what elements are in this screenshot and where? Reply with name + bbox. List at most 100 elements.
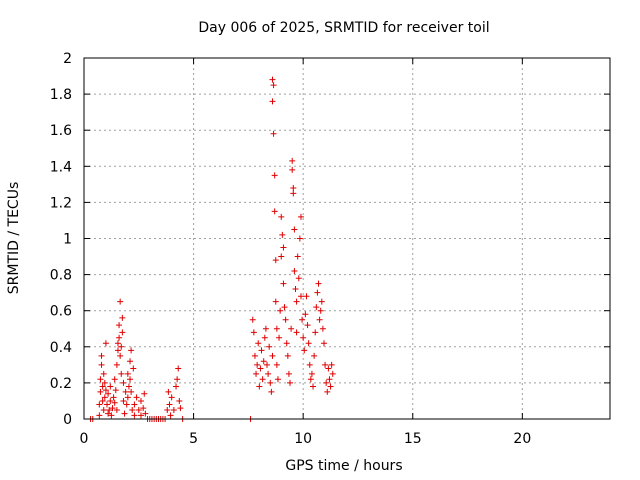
data-point xyxy=(127,376,134,383)
data-point xyxy=(306,361,313,368)
y-axis-label: SRMTID / TECUs xyxy=(6,182,22,295)
data-point xyxy=(272,257,279,264)
data-point xyxy=(265,370,272,377)
data-point xyxy=(280,244,287,251)
data-point xyxy=(283,340,290,347)
data-point xyxy=(302,311,309,318)
y-tick-label: 0 xyxy=(63,412,72,428)
data-point xyxy=(101,379,108,386)
data-point xyxy=(102,387,109,394)
data-point xyxy=(312,329,319,336)
data-point xyxy=(278,253,285,260)
data-point xyxy=(107,397,114,404)
data-point xyxy=(125,383,132,390)
data-point xyxy=(106,406,113,413)
data-point xyxy=(113,361,120,368)
data-point xyxy=(276,334,283,341)
data-point xyxy=(267,379,274,386)
data-point xyxy=(284,352,291,359)
data-point xyxy=(96,412,103,419)
data-point xyxy=(251,352,258,359)
data-point xyxy=(170,406,177,413)
data-point xyxy=(322,361,329,368)
data-point xyxy=(269,76,276,83)
data-point xyxy=(128,347,135,354)
data-point xyxy=(124,394,131,401)
data-point xyxy=(254,361,261,368)
data-point xyxy=(268,388,275,395)
data-point xyxy=(141,390,148,397)
data-point xyxy=(249,316,256,323)
data-point xyxy=(107,383,114,390)
x-tick-label: 15 xyxy=(404,431,422,447)
data-point xyxy=(285,370,292,377)
y-tick-label: 0.6 xyxy=(50,304,72,320)
data-point xyxy=(174,376,181,383)
x-tick-label: 0 xyxy=(80,431,89,447)
data-point xyxy=(176,397,183,404)
data-point xyxy=(99,383,106,390)
data-point xyxy=(280,280,287,287)
y-tick-label: 1.4 xyxy=(50,159,72,175)
data-point xyxy=(296,235,303,242)
data-point xyxy=(100,406,107,413)
data-point xyxy=(256,383,263,390)
data-point xyxy=(116,322,123,329)
data-point xyxy=(128,388,135,395)
y-tick-label: 1.2 xyxy=(50,195,72,211)
data-point xyxy=(100,370,107,377)
data-point xyxy=(262,325,269,332)
data-point xyxy=(271,208,278,215)
x-tick-label: 5 xyxy=(189,431,198,447)
data-point xyxy=(111,376,118,383)
y-tick-label: 1 xyxy=(63,232,72,248)
data-point xyxy=(118,343,125,350)
y-tick-label: 0.2 xyxy=(50,376,72,392)
data-point xyxy=(314,289,321,296)
data-point xyxy=(120,379,127,386)
data-point xyxy=(271,172,278,179)
data-point xyxy=(104,401,111,408)
data-point xyxy=(290,184,297,191)
data-point xyxy=(101,394,108,401)
data-point xyxy=(96,401,103,408)
data-point xyxy=(122,388,129,395)
data-point xyxy=(293,298,300,305)
chart-title: Day 006 of 2025, SRMTID for receiver toi… xyxy=(198,20,489,36)
data-point xyxy=(166,401,173,408)
data-point xyxy=(316,316,323,323)
data-point xyxy=(260,358,267,365)
axes: 00.20.40.60.811.21.41.61.820 5 10 15 20 xyxy=(50,51,610,447)
data-point xyxy=(289,166,296,173)
data-point xyxy=(325,365,332,372)
data-point xyxy=(121,410,128,417)
data-point xyxy=(98,361,105,368)
data-point xyxy=(289,157,296,164)
data-point xyxy=(301,347,308,354)
data-point xyxy=(255,340,262,347)
data-point xyxy=(274,376,281,383)
data-point xyxy=(287,379,294,386)
data-point xyxy=(315,280,322,287)
data-point xyxy=(120,397,127,404)
data-point xyxy=(266,343,273,350)
data-point xyxy=(270,82,277,89)
data-point xyxy=(269,98,276,105)
data-point xyxy=(135,406,142,413)
data-point xyxy=(110,394,117,401)
data-point xyxy=(137,412,144,419)
data-point xyxy=(142,410,149,417)
data-point xyxy=(109,405,116,412)
data-point xyxy=(277,307,284,314)
y-tick-label: 0.4 xyxy=(50,340,72,356)
data-point xyxy=(173,383,180,390)
data-point xyxy=(98,352,105,359)
data-point xyxy=(273,325,280,332)
data-point xyxy=(117,352,124,359)
data-point xyxy=(319,325,326,332)
data-point xyxy=(304,322,311,329)
data-point xyxy=(108,412,115,419)
data-point xyxy=(177,405,184,412)
data-point xyxy=(313,304,320,311)
